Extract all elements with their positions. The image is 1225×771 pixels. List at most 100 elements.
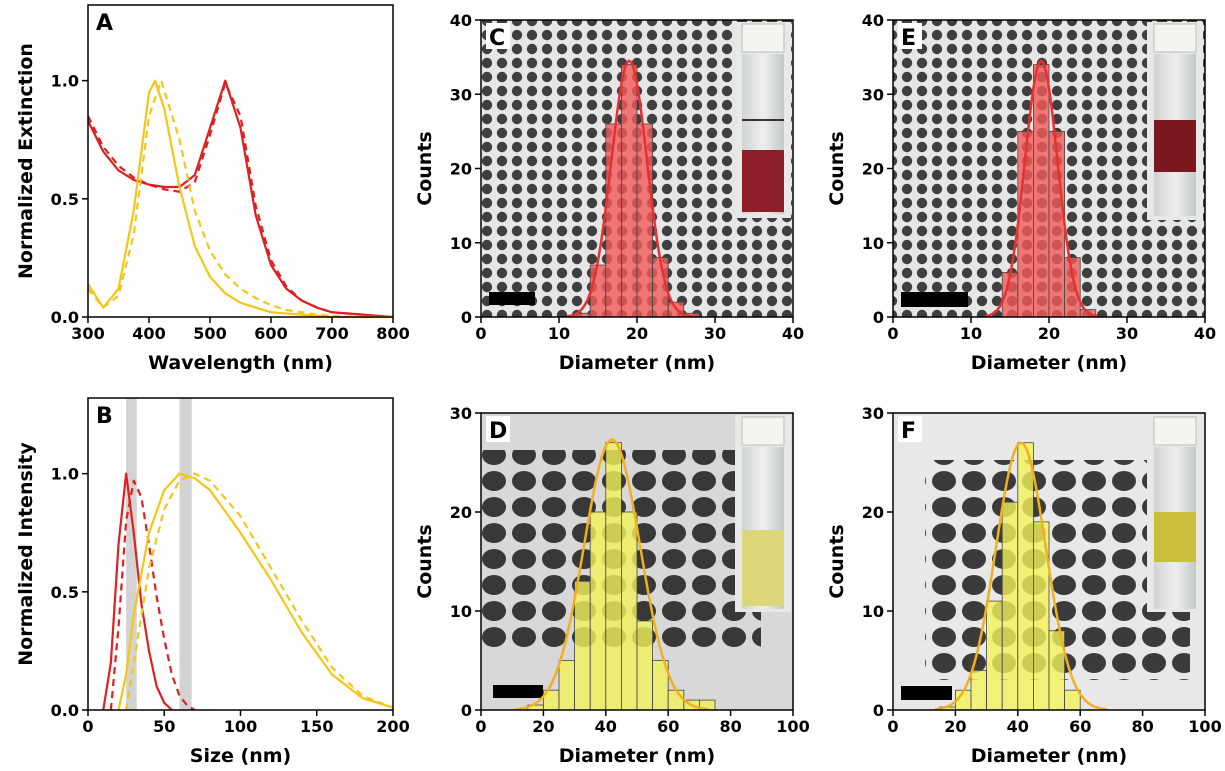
y-tick-label: 1.0 [51, 72, 79, 91]
plot-frame [87, 4, 394, 318]
line-series [87, 81, 394, 319]
plot-frame [480, 412, 794, 711]
panel: 0 50 100 150 200 0.0 0.5 1.0 Size (nm) Normalized… [15, 397, 410, 767]
line-series [117, 472, 394, 711]
plot-frame [892, 412, 1206, 711]
x-tick-label: 80 [719, 717, 741, 736]
y-axis-label: Counts [414, 131, 436, 205]
x-tick-label: 40 [595, 717, 617, 736]
scale-bar [489, 292, 535, 305]
line-series [102, 472, 173, 711]
y-tick-label: 10 [450, 234, 472, 253]
vial-inset [735, 415, 791, 612]
x-tick-label: 20 [626, 324, 648, 343]
histogram-bar [667, 689, 685, 711]
panel-label-box [898, 23, 922, 49]
x-tick-label: 20 [532, 717, 554, 736]
line-series [125, 472, 394, 711]
x-tick-label: 30 [704, 324, 726, 343]
panel-label: A [96, 11, 113, 36]
panel-label-box [486, 416, 510, 442]
y-tick-label: 0.5 [51, 583, 79, 602]
scale-bar [493, 685, 543, 698]
vial-inset [735, 22, 791, 218]
y-axis-label: Counts [826, 131, 848, 205]
y-tick-label: 0.5 [51, 190, 79, 209]
y-axis-label: Normalized Intensity [15, 442, 37, 666]
y-axis-label: Counts [414, 524, 436, 598]
histogram-bar [558, 660, 576, 711]
y-tick-label: 0 [873, 701, 884, 720]
y-tick-label: 30 [862, 404, 884, 423]
x-tick-label: 0 [475, 324, 486, 343]
y-axis-label: Counts [826, 524, 848, 598]
x-tick-label: 0 [887, 324, 898, 343]
x-tick-label: 400 [132, 324, 165, 343]
y-tick-label: 10 [862, 234, 884, 253]
y-tick-label: 30 [862, 85, 884, 104]
line-series [109, 479, 196, 711]
x-tick-label: 40 [782, 324, 804, 343]
x-tick-label: 700 [315, 324, 348, 343]
histogram-bar [605, 123, 622, 318]
panel: 0 20 40 60 80 100 0 10 20 30 Diameter (nm) Counts F [826, 404, 1222, 767]
x-tick-label: 20 [1038, 324, 1060, 343]
y-tick-label: 20 [862, 160, 884, 179]
fit-curve [515, 438, 709, 711]
fit-curve [984, 59, 1098, 318]
x-axis-label: Diameter (nm) [559, 745, 715, 767]
x-tick-label: 40 [1194, 324, 1216, 343]
fit-curve [934, 441, 1107, 711]
panel-label: D [489, 419, 507, 444]
fit-curve [566, 59, 692, 318]
y-tick-label: 1.0 [51, 465, 79, 484]
y-tick-label: 10 [450, 602, 472, 621]
y-tick-label: 0.0 [51, 308, 79, 327]
panel: 0 10 20 30 40 0 10 20 30 40 Diameter (nm) Counts C [414, 11, 804, 374]
highlight-band [179, 398, 192, 710]
line-series [87, 79, 394, 319]
x-tick-label: 800 [376, 324, 409, 343]
histogram-bar [621, 511, 638, 711]
y-tick-label: 20 [450, 503, 472, 522]
x-axis-label: Size (nm) [190, 745, 291, 767]
histogram-bar [636, 123, 654, 318]
x-tick-label: 100 [776, 717, 809, 736]
y-tick-label: 0 [873, 308, 884, 327]
x-tick-label: 600 [254, 324, 287, 343]
line-series [87, 79, 393, 319]
line-series [87, 79, 393, 319]
panel-label: F [901, 419, 916, 444]
panel-label-box [486, 23, 510, 49]
x-tick-label: 500 [193, 324, 226, 343]
panel-label: E [901, 26, 916, 51]
x-tick-label: 40 [1007, 717, 1029, 736]
x-tick-label: 100 [224, 717, 257, 736]
y-tick-label: 40 [862, 11, 884, 30]
x-axis-label: Diameter (nm) [559, 352, 715, 374]
x-tick-label: 0 [887, 717, 898, 736]
histogram-bar [636, 620, 654, 711]
histogram-bar [574, 580, 591, 711]
y-tick-label: 30 [450, 85, 472, 104]
y-tick-label: 40 [450, 11, 472, 30]
panel-label-box [898, 416, 922, 442]
panel: 0 10 20 30 40 0 10 20 30 40 Diameter (nm) Counts E [826, 11, 1216, 374]
x-tick-label: 10 [960, 324, 982, 343]
vial-inset [1147, 22, 1203, 220]
histogram-bar [1064, 689, 1081, 711]
histogram-bar [605, 442, 622, 711]
x-tick-label: 0 [475, 717, 486, 736]
histogram-bar [1064, 257, 1081, 318]
y-tick-label: 20 [862, 503, 884, 522]
x-axis-label: Diameter (nm) [971, 745, 1127, 767]
histogram-bar [589, 264, 607, 318]
x-axis-label: Wavelength (nm) [148, 352, 333, 374]
x-tick-label: 60 [1069, 717, 1091, 736]
x-tick-label: 150 [300, 717, 333, 736]
x-axis-label: Diameter (nm) [971, 352, 1127, 374]
x-tick-label: 100 [1188, 717, 1221, 736]
y-tick-label: 30 [450, 404, 472, 423]
highlight-band [126, 398, 137, 710]
panel: 300 400 500 600 700 800 0.0 0.5 1.0 Wavelength (n… [15, 4, 410, 374]
